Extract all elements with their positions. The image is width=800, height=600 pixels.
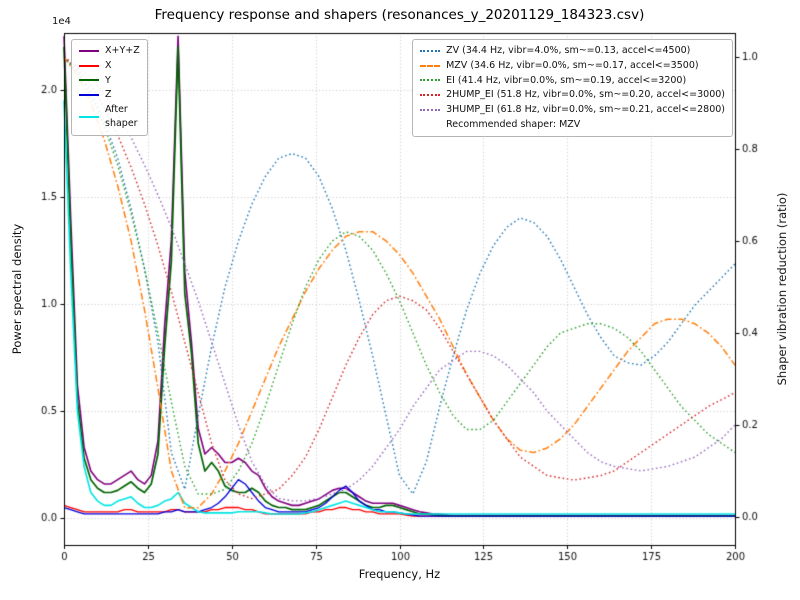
legend-item-mzv: MZV (34.6 Hz, vibr=0.0%, sm~=0.17, accel…	[420, 59, 725, 73]
recommended-shaper-text: Recommended shaper: MZV	[446, 118, 581, 130]
y-axis-offset-text: 1e4	[52, 16, 71, 27]
legend-item-x: X	[79, 59, 140, 73]
chart-title: Frequency response and shapers (resonanc…	[154, 7, 645, 23]
legend-item-2hump-ei: 2HUMP_EI (51.8 Hz, vibr=0.0%, sm~=0.20, …	[420, 88, 725, 102]
legend-label-ei: EI (41.4 Hz, vibr=0.0%, sm~=0.19, accel<…	[446, 74, 687, 86]
ei-line-swatch	[420, 79, 441, 82]
legend-item-recommended: Recommended shaper: MZV	[420, 118, 725, 132]
legend-label-3hump-ei: 3HUMP_EI (61.8 Hz, vibr=0.0%, sm~=0.21, …	[446, 104, 725, 116]
legend-item-3hump-ei: 3HUMP_EI (61.8 Hz, vibr=0.0%, sm~=0.21, …	[420, 103, 725, 117]
psd-legend: X+Y+Z X Y Z After shaper	[71, 39, 148, 136]
legend-item-ei: EI (41.4 Hz, vibr=0.0%, sm~=0.19, accel<…	[420, 74, 725, 88]
legend-item-xyz: X+Y+Z	[79, 44, 140, 58]
x-line-swatch	[79, 64, 99, 67]
legend-label-zv: ZV (34.4 Hz, vibr=4.0%, sm~=0.13, accel<…	[446, 45, 691, 56]
y-line-swatch	[79, 79, 99, 82]
legend-item-z: Z	[79, 88, 140, 102]
y-axis-left-label: Power spectral density	[10, 223, 24, 355]
legend-item-after-shaper: After shaper	[79, 103, 140, 131]
shaper-legend: ZV (34.4 Hz, vibr=4.0%, sm~=0.13, accel<…	[412, 39, 733, 137]
xyz-line-swatch	[79, 49, 99, 52]
2hump-ei-line-swatch	[420, 94, 441, 97]
y-axis-right-label: Shaper vibration reduction (ratio)	[775, 192, 789, 386]
legend-label-xyz: X+Y+Z	[105, 45, 140, 56]
legend-label-z: Z	[105, 89, 112, 101]
legend-label-2hump-ei: 2HUMP_EI (51.8 Hz, vibr=0.0%, sm~=0.20, …	[446, 89, 725, 101]
legend-label-x: X	[105, 59, 112, 71]
legend-label-mzv: MZV (34.6 Hz, vibr=0.0%, sm~=0.17, accel…	[446, 59, 699, 71]
legend-label-y: Y	[105, 74, 111, 86]
mzv-line-swatch	[420, 64, 441, 67]
after-shaper-line-swatch	[79, 115, 99, 118]
z-line-swatch	[79, 94, 99, 97]
legend-label-after-shaper: After shaper	[105, 104, 138, 129]
legend-item-y: Y	[79, 74, 140, 88]
x-axis-label: Frequency, Hz	[358, 567, 441, 581]
3hump-ei-line-swatch	[420, 108, 441, 111]
legend-item-zv: ZV (34.4 Hz, vibr=4.0%, sm~=0.13, accel<…	[420, 44, 725, 58]
zv-line-swatch	[420, 49, 441, 52]
